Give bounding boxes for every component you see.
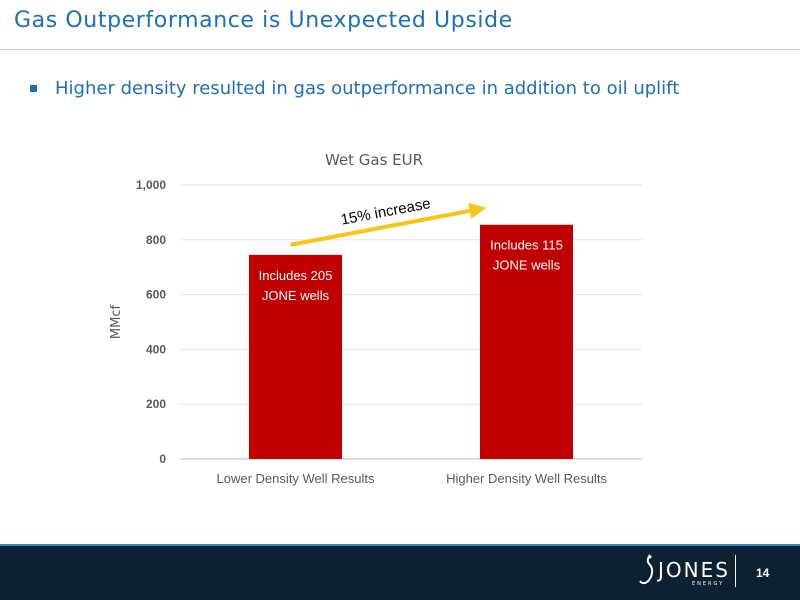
logo-subtext: ENERGY xyxy=(692,581,725,587)
bar-data-label: JONE wells xyxy=(493,258,561,273)
title-divider xyxy=(0,49,800,50)
y-tick-label: 600 xyxy=(146,288,166,302)
y-axis-label: MMcf xyxy=(109,305,124,340)
bar-data-label: Includes 115 xyxy=(490,238,563,253)
bar-data-label: Includes 205 xyxy=(259,268,333,283)
bar xyxy=(249,254,342,459)
x-tick-labels: Lower Density Well Results Higher Density… xyxy=(217,471,608,486)
bar xyxy=(480,224,573,459)
x-tick-label: Lower Density Well Results xyxy=(217,471,375,486)
x-tick-label: Higher Density Well Results xyxy=(446,471,607,486)
page-number: 14 xyxy=(756,566,770,580)
bullet-text: Higher density resulted in gas outperfor… xyxy=(55,78,680,99)
arrow-shaft xyxy=(290,208,471,247)
y-tick-label: 0 xyxy=(159,452,166,466)
jones-logo-icon xyxy=(639,554,654,585)
increase-arrow: 15% increase xyxy=(290,195,487,247)
bullet-item: Higher density resulted in gas outperfor… xyxy=(30,78,679,99)
y-tick-label: 400 xyxy=(146,342,166,356)
bullet-square-icon xyxy=(30,85,37,92)
bar-data-labels: Includes 205 JONE wells Includes 115 JONE w… xyxy=(259,238,563,303)
y-tick-label: 1,000 xyxy=(136,178,166,192)
footer-bar xyxy=(0,544,800,600)
footer-accent-line xyxy=(0,544,800,546)
bars xyxy=(249,224,573,459)
y-tick-label: 200 xyxy=(146,397,166,411)
y-tick-labels: 0 200 400 600 800 1,000 xyxy=(136,178,166,466)
y-tick-label: 800 xyxy=(146,233,166,247)
slide-title: Gas Outperformance is Unexpected Upside xyxy=(14,8,513,33)
bar-data-label: JONE wells xyxy=(262,288,330,303)
logo-text: JONES xyxy=(658,558,730,582)
wet-gas-eur-chart: Wet Gas EUR MMcf 0 200 400 600 800 1,000 Lowe… xyxy=(109,151,642,486)
footer-divider xyxy=(735,555,736,587)
chart-title: Wet Gas EUR xyxy=(325,151,423,169)
increase-annotation: 15% increase xyxy=(339,195,431,229)
arrow-head xyxy=(468,203,487,219)
